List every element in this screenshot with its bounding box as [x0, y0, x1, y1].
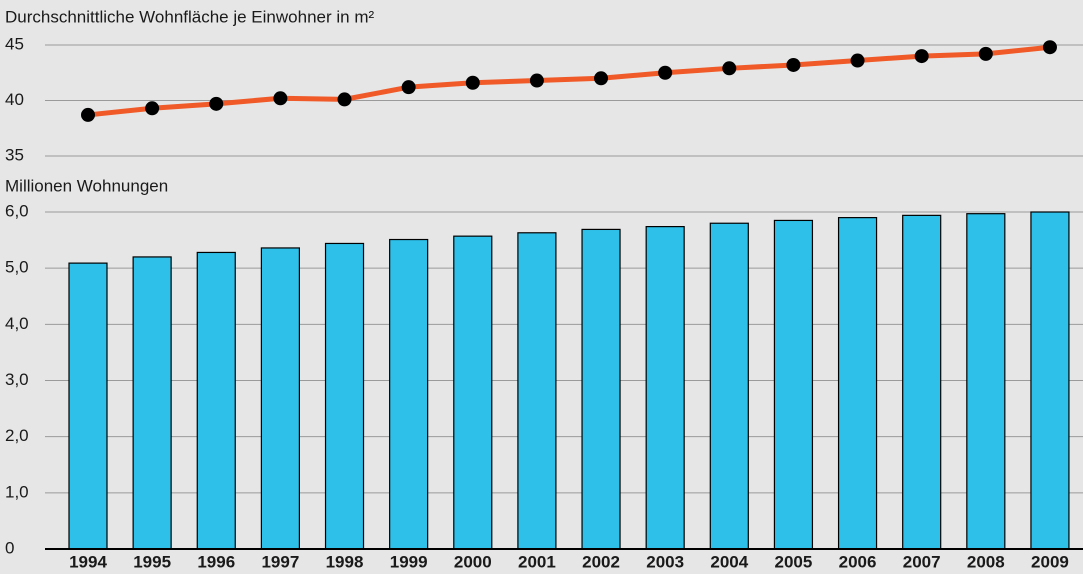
marker [786, 57, 801, 72]
bar [68, 262, 108, 550]
bar [260, 247, 300, 550]
y-tick-label: 4,0 [5, 314, 29, 333]
y-tick-label: 1,0 [5, 482, 29, 501]
line-chart-title: Durchschnittliche Wohnfläche je Einwohne… [5, 7, 374, 26]
bar [196, 251, 236, 550]
marker [594, 71, 609, 86]
x-tick-label: 1996 [197, 552, 235, 571]
y-tick-label: 0 [5, 538, 14, 557]
line [87, 44, 1051, 118]
marker [145, 101, 160, 116]
bar [581, 228, 621, 550]
y-tick-label: 3,0 [5, 370, 29, 389]
y-tick-label: 6,0 [5, 201, 29, 220]
bar-chart-title: Millionen Wohnungen [5, 176, 168, 195]
x-tick-label: 2005 [775, 552, 813, 571]
x-tick-label: 2006 [839, 552, 877, 571]
y-tick-label: 5,0 [5, 258, 29, 277]
bar [453, 235, 493, 550]
x-tick-label: 2003 [646, 552, 684, 571]
marker [337, 92, 352, 107]
y-tick-label: 45 [5, 34, 24, 53]
marker [273, 91, 288, 106]
x-tick-label: 2007 [903, 552, 941, 571]
marker [401, 80, 416, 95]
bar [389, 238, 429, 550]
marker [914, 49, 929, 64]
x-tick-label: 2004 [710, 552, 748, 571]
x-tick-label: 1999 [390, 552, 428, 571]
y-tick-label: 40 [5, 90, 24, 109]
bar [645, 226, 685, 550]
marker [529, 73, 544, 88]
y-tick-label: 2,0 [5, 426, 29, 445]
bar [1030, 211, 1070, 550]
x-tick-label: 2002 [582, 552, 620, 571]
marker [978, 46, 993, 61]
y-tick-label: 35 [5, 145, 24, 164]
bar [966, 213, 1006, 550]
marker [465, 75, 480, 90]
bar [324, 242, 365, 550]
bar [773, 219, 814, 550]
marker [850, 53, 865, 68]
bar [132, 256, 172, 550]
marker [658, 65, 673, 80]
bar [902, 214, 942, 550]
x-tick-label: 2008 [967, 552, 1005, 571]
bar [517, 232, 557, 550]
x-tick-label: 1997 [261, 552, 299, 571]
x-tick-label: 2000 [454, 552, 492, 571]
bar [709, 222, 749, 550]
x-tick-label: 1998 [326, 552, 364, 571]
x-tick-label: 2009 [1031, 552, 1069, 571]
marker [722, 61, 737, 76]
x-tick-label: 1995 [133, 552, 171, 571]
marker [1042, 40, 1057, 55]
marker [209, 96, 224, 111]
bar [837, 217, 878, 550]
x-tick-label: 2001 [518, 552, 556, 571]
x-tick-label: 1994 [69, 552, 107, 571]
marker [81, 107, 95, 122]
